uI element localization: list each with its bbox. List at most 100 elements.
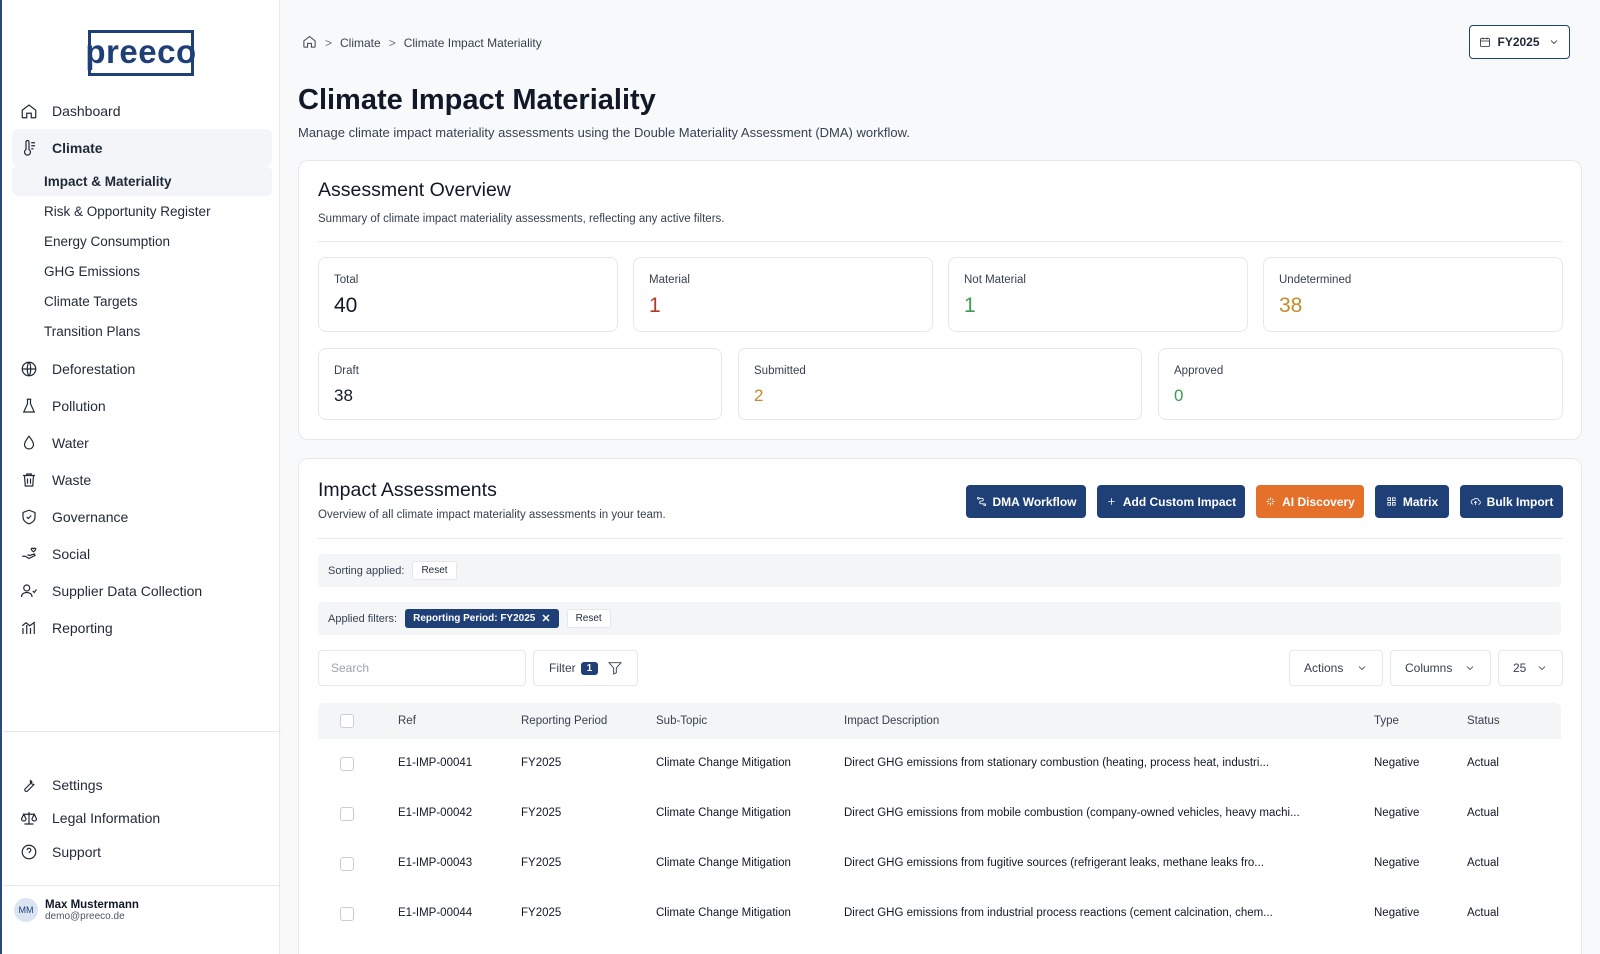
sidebar-item-water[interactable]: Water [12, 424, 272, 461]
cell-type: Negative [1374, 907, 1420, 919]
sidebar-subitem-climate-targets[interactable]: Climate Targets [44, 293, 138, 309]
chart-icon [20, 619, 38, 637]
breadcrumb-item-current: Climate Impact Materiality [403, 36, 542, 50]
cell-status: Actual [1467, 757, 1499, 769]
sidebar-item-climate[interactable]: Climate [12, 129, 272, 166]
user-profile[interactable]: MM Max Mustermann demo@preeco.de [14, 898, 139, 922]
column-header-impact-description[interactable]: Impact Description [844, 715, 940, 727]
close-icon[interactable]: ✕ [541, 613, 551, 625]
column-header-status[interactable]: Status [1467, 715, 1500, 727]
column-header-ref[interactable]: Ref [398, 715, 416, 727]
filter-button[interactable]: Filter 1 [533, 650, 638, 686]
column-header-reporting-period[interactable]: Reporting Period [521, 715, 608, 727]
trash-icon [20, 471, 38, 489]
funnel-icon [608, 662, 623, 675]
table-row[interactable]: E1-IMP-00042 FY2025 Climate Change Mitig… [318, 789, 1561, 838]
stat-submitted: Submitted 2 [738, 348, 1142, 420]
actions-dropdown[interactable]: Actions [1289, 650, 1383, 686]
cell-status: Actual [1467, 807, 1499, 819]
sidebar-subitem-risk-opportunity-register[interactable]: Risk & Opportunity Register [44, 203, 211, 219]
assessments-title: Impact Assessments [318, 479, 497, 501]
period-selector[interactable]: FY2025 [1469, 25, 1570, 59]
period-selector-label: FY2025 [1497, 35, 1540, 49]
chevron-down-icon [1550, 40, 1557, 45]
stat-value: 1 [964, 294, 976, 317]
cell-ref: E1-IMP-00043 [398, 857, 473, 869]
sidebar-item-supplier-data-collection[interactable]: Supplier Data Collection [12, 572, 272, 609]
row-checkbox[interactable] [340, 757, 354, 771]
impact-assessments-card: Impact Assessments Overview of all clima… [298, 458, 1582, 954]
sorting-label: Sorting applied: [328, 564, 405, 577]
sidebar-subitem-impact-materiality[interactable]: Impact & Materiality [12, 166, 272, 196]
sorting-reset-button[interactable]: Reset [412, 561, 457, 580]
stat-total: Total 40 [318, 257, 618, 332]
sidebar-subitem-energy-consumption[interactable]: Energy Consumption [44, 233, 171, 249]
table-row[interactable]: E1-IMP-00041 FY2025 Climate Change Mitig… [318, 739, 1561, 788]
ai-discovery-button[interactable]: AI Discovery [1256, 485, 1364, 518]
column-header-type[interactable]: Type [1374, 715, 1399, 727]
sidebar-item-social[interactable]: Social [12, 535, 272, 572]
select-all-checkbox[interactable] [340, 714, 354, 728]
actions-label: Actions [1304, 661, 1344, 675]
stat-value: 0 [1174, 386, 1184, 405]
chevron-down-icon [1358, 666, 1366, 671]
search-input[interactable] [318, 650, 526, 686]
overview-title: Assessment Overview [318, 179, 511, 201]
sidebar-item-waste[interactable]: Waste [12, 461, 272, 498]
assessment-overview-card: Assessment Overview Summary of climate i… [298, 160, 1582, 440]
table-row[interactable]: E1-IMP-00044 FY2025 Climate Change Mitig… [318, 889, 1561, 938]
preeco-logo[interactable]: preeco [85, 30, 197, 76]
sidebar-subitem-transition-plans[interactable]: Transition Plans [44, 323, 141, 339]
sidebar-item-legal-information[interactable]: Legal Information [12, 802, 272, 836]
columns-dropdown[interactable]: Columns [1390, 650, 1491, 686]
button-label: Matrix [1402, 494, 1439, 509]
filters-bar: Applied filters: Reporting Period: FY202… [318, 602, 1561, 635]
stat-value: 40 [334, 294, 358, 317]
cell-type: Negative [1374, 857, 1420, 869]
sidebar-item-settings[interactable]: Settings [12, 768, 272, 802]
logo-text: preeco [85, 32, 197, 70]
workflow-icon [976, 496, 986, 507]
sidebar-item-reporting[interactable]: Reporting [12, 609, 272, 646]
stat-label: Material [649, 274, 690, 286]
sidebar-item-support[interactable]: Support [12, 835, 272, 869]
button-label: Add Custom Impact [1122, 494, 1237, 509]
dma-workflow-button[interactable]: DMA Workflow [966, 485, 1086, 518]
sidebar-divider [4, 885, 281, 886]
sidebar-item-label: Water [52, 434, 89, 451]
sidebar-bottom-nav: Settings Legal Information Support [12, 768, 272, 869]
bulk-import-button[interactable]: Bulk Import [1460, 485, 1563, 518]
home-icon[interactable] [302, 34, 317, 52]
button-label: DMA Workflow [992, 494, 1077, 509]
add-custom-impact-button[interactable]: Add Custom Impact [1097, 485, 1245, 518]
sidebar-item-deforestation[interactable]: Deforestation [12, 350, 272, 387]
sidebar-item-pollution[interactable]: Pollution [12, 387, 272, 424]
assessments-divider [318, 538, 1562, 539]
filter-chip-reporting-period[interactable]: Reporting Period: FY2025 ✕ [405, 609, 559, 628]
home-icon [20, 102, 38, 120]
row-checkbox[interactable] [340, 857, 354, 871]
sidebar-item-label: Dashboard [52, 102, 121, 119]
sidebar-item-dashboard[interactable]: Dashboard [12, 92, 272, 129]
matrix-icon [1387, 497, 1396, 506]
column-header-sub-topic[interactable]: Sub-Topic [656, 715, 708, 727]
page-size-select[interactable]: 25 [1498, 650, 1563, 686]
row-checkbox[interactable] [340, 907, 354, 921]
row-checkbox[interactable] [340, 807, 354, 821]
user-email: demo@preeco.de [45, 910, 125, 922]
filters-reset-button[interactable]: Reset [566, 609, 611, 628]
hand-heart-icon [20, 545, 38, 563]
sorting-bar: Sorting applied: Reset [318, 554, 1561, 587]
breadcrumb-separator: > [388, 36, 396, 50]
breadcrumb-item-climate[interactable]: Climate [340, 36, 381, 50]
sidebar-item-governance[interactable]: Governance [12, 498, 272, 535]
sidebar-item-label: Reporting [52, 619, 113, 636]
cell-ref: E1-IMP-00044 [398, 907, 473, 919]
droplet-icon [20, 434, 38, 452]
sidebar-subitem-ghg-emissions[interactable]: GHG Emissions [44, 263, 141, 279]
table-row[interactable]: E1-IMP-00043 FY2025 Climate Change Mitig… [318, 839, 1561, 888]
sidebar-item-label: Legal Information [52, 810, 161, 827]
cell-description: Direct GHG emissions from industrial pro… [844, 907, 1273, 919]
matrix-button[interactable]: Matrix [1375, 485, 1449, 518]
plus-icon [1108, 498, 1115, 505]
